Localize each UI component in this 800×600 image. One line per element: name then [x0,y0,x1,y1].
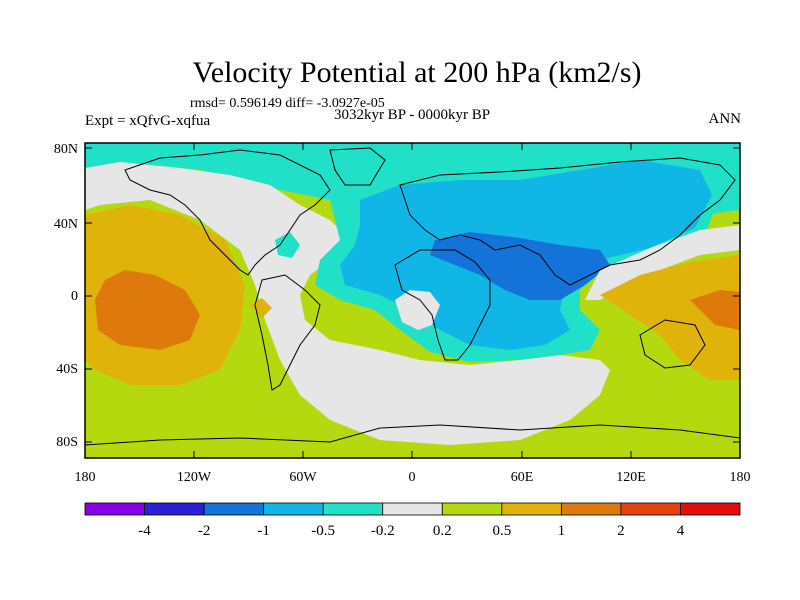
lon-tick-label: 180 [75,470,96,485]
colorbar-swatch [441,502,503,516]
colorbar-swatch [382,502,443,516]
time-range-label: 3032kyr BP - 0000kyr BP [334,107,490,123]
colorbar-label: -0.5 [311,523,335,539]
colorbar: -4 -2 -1 -0.5 -0.2 0.2 0.5 1 2 4 [84,502,741,539]
season-label: ANN [709,111,742,127]
colorbar-label: -0.2 [371,523,395,539]
stats-label: rmsd= 0.596149 diff= -3.0927e-05 [190,96,385,111]
colorbar-labels: -4 -2 -1 -0.5 -0.2 0.2 0.5 1 2 4 [138,523,684,539]
lat-tick-label: 40S [56,362,78,377]
coast-africa [394,249,491,361]
colorbar-swatch [620,502,681,516]
colorbar-swatch [560,502,622,516]
field-near-zero-atlantic [85,162,610,445]
colorbar-label: -2 [198,523,211,539]
plot-title: Velocity Potential at 200 hPa (km2/s) [192,56,641,89]
colorbar-swatch [203,502,265,516]
coastlines [85,147,740,446]
coast-south-america [254,274,321,391]
lon-tick-label: 60W [289,470,317,485]
coast-australia [639,319,706,369]
latitude-axis: 80N 40N 0 40S 80S [54,142,740,450]
lon-tick-label: 120W [177,470,212,485]
lon-tick-label: 0 [409,470,416,485]
lon-tick-label: 180 [730,470,751,485]
colorbar-label: 2 [617,523,625,539]
lon-tick-label: 120E [616,470,646,485]
lon-tick-label: 60E [511,470,534,485]
lat-tick-label: 40N [54,217,78,232]
coast-eurasia [399,157,736,286]
colorbar-label: 0.2 [433,523,452,539]
field-positive-core-east-pacific [95,270,200,350]
colorbar-label: 4 [677,523,685,539]
field-positive-core-west-pacific [690,290,740,330]
colorbar-swatch [144,502,205,516]
field-near-zero-africa [395,290,440,330]
colorbar-swatches [84,502,741,516]
lat-tick-label: 80N [54,142,78,157]
lat-tick-label: 0 [71,289,78,304]
longitude-axis: 180 120W 60W 0 60E 120E 180 [75,143,751,485]
colorbar-label: 0.5 [492,523,511,539]
colorbar-label: -4 [138,523,151,539]
field-cyan-patch-central-america [275,232,300,258]
colorbar-swatch [501,502,562,516]
colorbar-swatch [84,502,145,516]
colorbar-swatch [322,502,384,516]
field-positive-west-pacific [600,255,740,380]
coast-greenland [329,147,386,186]
experiment-label: Expt = xQfvG-xqfua [85,113,210,129]
colorbar-label: -1 [257,523,270,539]
colorbar-swatch [680,502,741,516]
lat-tick-label: 80S [56,435,78,450]
contour-fields [85,143,740,458]
field-blue-core [430,232,610,300]
colorbar-swatch [263,502,324,516]
field-near-zero-indian-pacific [585,225,740,300]
coast-antarctica [85,424,740,446]
colorbar-label: 1 [558,523,566,539]
coast-north-america [124,149,331,276]
